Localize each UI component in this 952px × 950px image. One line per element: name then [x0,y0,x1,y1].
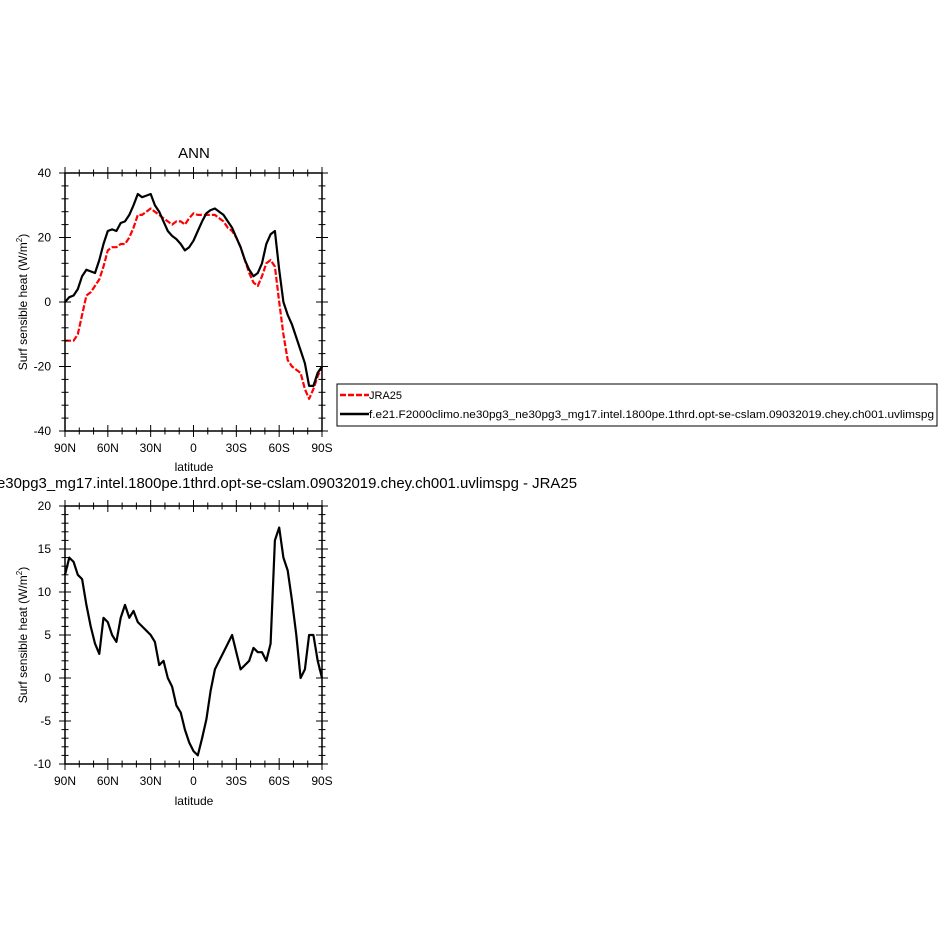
bottom-y-tick-label: 0 [44,671,51,685]
legend-box [336,383,938,427]
bottom-plot-area [63,526,324,757]
bottom-series-line-0 [63,526,324,757]
bottom-y-tick-label: 5 [44,628,51,642]
top-y-tick-label: 0 [44,295,51,309]
bottom-axis-ticks: 90N 60N 30N 0 30S 60S 90S -10 -5 0 5 10 15 20 [34,499,333,788]
top-y-axis-title: Surf sensible heat (W/m2) [15,234,30,371]
top-plot-area [64,192,324,400]
bottom-y-tick-label: 20 [38,499,52,513]
top-x-tick-label: 90S [311,441,332,455]
bottom-y-tick-label: -5 [40,714,51,728]
legend: JRA25 f.e21.F2000climo.ne30pg3_ne30pg3_m… [336,383,938,427]
bottom-x-tick-label: 30N [140,774,162,788]
top-x-tick-label: 30N [140,441,162,455]
bottom-plot-frame [64,505,323,765]
bottom-x-tick-label: 60N [97,774,119,788]
top-x-tick-label: 60N [97,441,119,455]
top-y-tick-label: 40 [38,166,52,180]
top-y-tick-label: -20 [34,360,52,374]
top-series-line-0 [65,207,324,400]
top-x-tick-label: 30S [226,441,247,455]
top-axis-ticks: 90N 60N 30N 0 30S 60S 90S -40 -20 0 20 40 [34,166,333,455]
top-series-line-1 [64,192,323,387]
bottom-x-tick-label: 30S [226,774,247,788]
top-y-tick-label: -40 [34,424,52,438]
legend-label-model: f.e21.F2000climo.ne30pg3_ne30pg3_mg17.in… [369,409,934,421]
legend-label-jra25: JRA25 [369,390,402,402]
bottom-x-axis-title: latitude [175,794,214,808]
bottom-x-tick-label: 90N [54,774,76,788]
top-x-axis-title: latitude [175,460,214,474]
top-panel-title: ANN [178,145,210,162]
bottom-x-tick-label: 90S [311,774,332,788]
top-y-tick-label: 20 [38,231,52,245]
top-panel: ANN 90N 60N 30N 0 30S 60S 90S -40 -20 0 20 40 latit… [15,145,333,474]
top-x-tick-label: 90N [54,441,76,455]
bottom-y-tick-label: 15 [38,542,52,556]
top-x-tick-label: 0 [190,441,197,455]
bottom-x-tick-label: 60S [268,774,289,788]
bottom-y-axis-title: Surf sensible heat (W/m2) [15,567,30,704]
bottom-x-tick-label: 0 [190,774,197,788]
bottom-y-tick-label: 10 [38,585,52,599]
bottom-panel-title: e30pg3_mg17.intel.1800pe.1thrd.opt-se-cs… [0,475,577,492]
bottom-y-tick-label: -10 [34,757,52,771]
bottom-panel: e30pg3_mg17.intel.1800pe.1thrd.opt-se-cs… [0,475,577,808]
top-x-tick-label: 60S [268,441,289,455]
